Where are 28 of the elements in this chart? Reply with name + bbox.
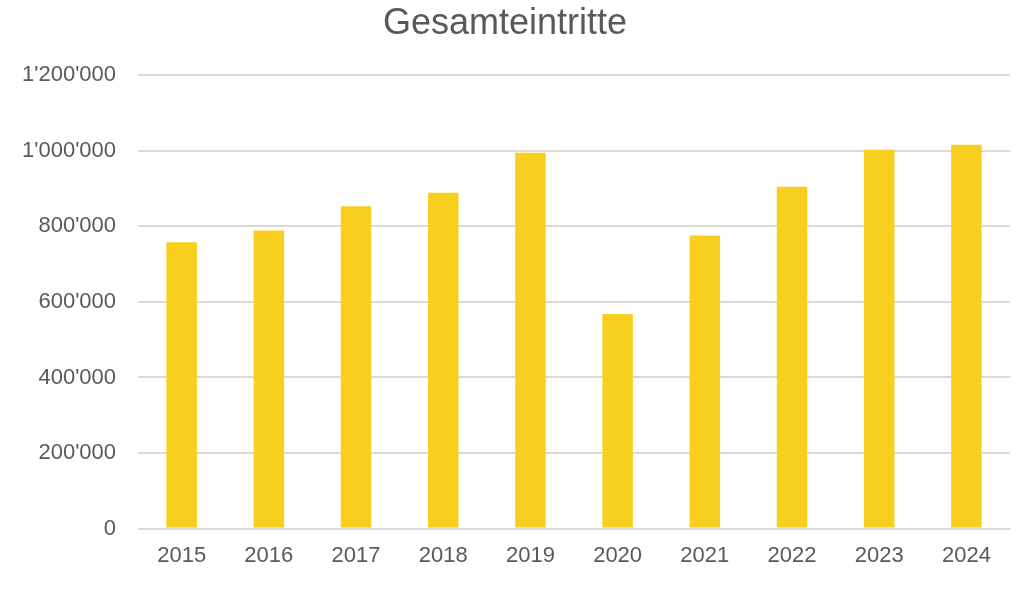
bar xyxy=(166,242,197,528)
chart-title: Gesamteintritte xyxy=(382,0,628,42)
bar xyxy=(602,313,633,528)
y-tick-label: 800'000 xyxy=(38,212,117,238)
x-tick-label: 2021 xyxy=(680,541,730,567)
x-tick-label: 2020 xyxy=(593,541,643,567)
y-tick-label: 400'000 xyxy=(38,363,117,389)
y-tick-label: 1'000'000 xyxy=(21,136,117,162)
bar xyxy=(340,206,372,528)
x-tick-label: 2017 xyxy=(331,541,381,567)
y-tick-label: 0 xyxy=(103,514,117,540)
y-tick-label: 600'000 xyxy=(38,287,117,313)
bar xyxy=(776,186,808,528)
x-tick-label: 2018 xyxy=(418,541,468,567)
bar xyxy=(253,230,285,528)
bar xyxy=(427,192,459,528)
bar xyxy=(863,149,895,528)
x-tick-label: 2015 xyxy=(157,541,207,567)
y-tick-label: 1'200'000 xyxy=(21,61,117,87)
x-tick-label: 2016 xyxy=(244,541,294,567)
bar xyxy=(515,152,546,528)
x-tick-label: 2024 xyxy=(941,541,991,567)
x-tick-label: 2019 xyxy=(505,541,555,567)
bar xyxy=(689,235,721,528)
x-tick-label: 2022 xyxy=(767,541,817,567)
bar xyxy=(951,144,982,528)
x-tick-label: 2023 xyxy=(854,541,904,567)
y-tick-label: 200'000 xyxy=(38,439,117,465)
